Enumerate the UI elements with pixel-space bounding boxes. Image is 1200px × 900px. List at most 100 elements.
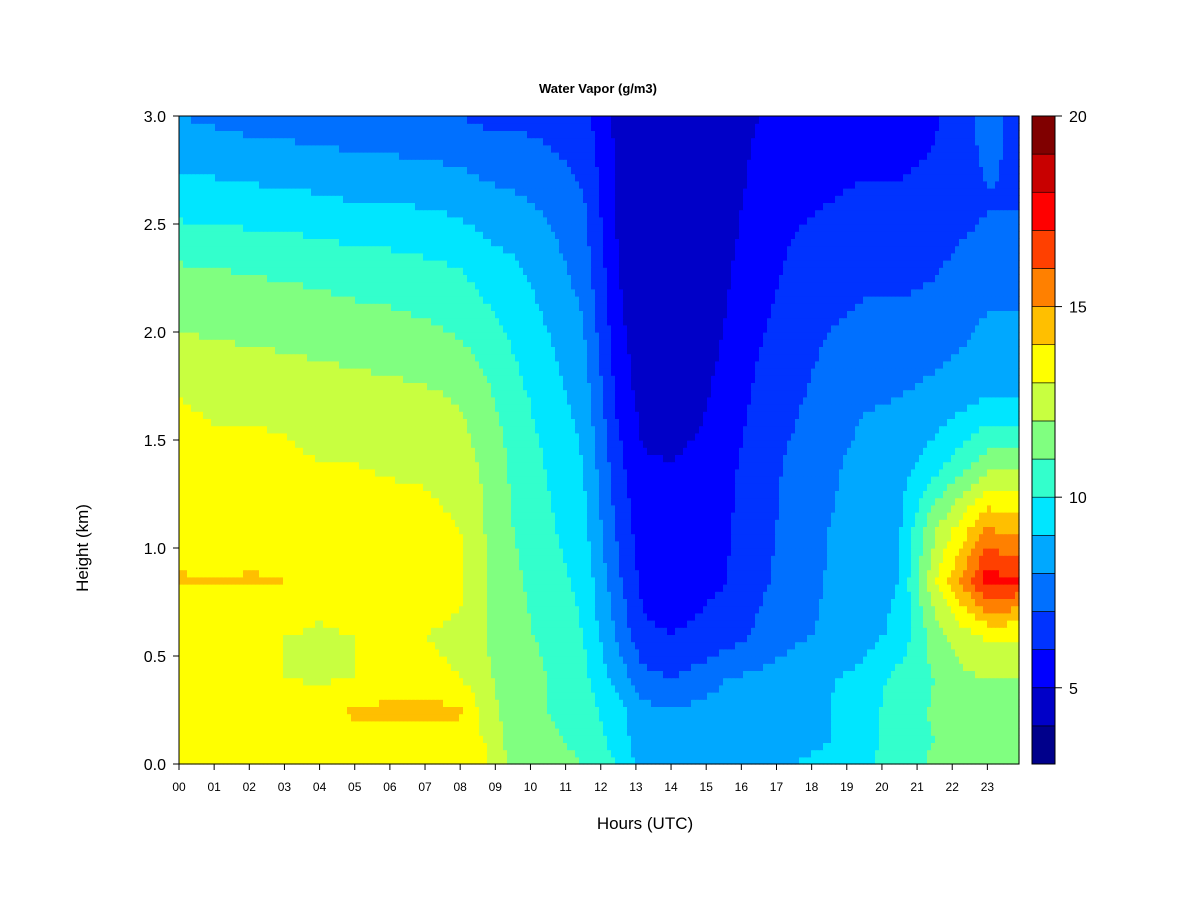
heatmap-cell — [379, 684, 384, 693]
heatmap-cell — [211, 684, 216, 693]
heatmap-cell — [823, 620, 828, 628]
heatmap-cell — [335, 591, 340, 599]
heatmap-cell — [963, 706, 968, 715]
heatmap-cell — [859, 634, 864, 643]
heatmap-cell — [515, 677, 520, 686]
heatmap-cell — [779, 641, 784, 650]
heatmap-cell — [491, 612, 496, 621]
heatmap-cell — [391, 663, 396, 671]
heatmap-cell — [479, 612, 484, 621]
heatmap-cell — [711, 756, 716, 765]
heatmap-cell — [611, 749, 616, 758]
heatmap-cell — [391, 598, 396, 607]
heatmap-cell — [983, 641, 988, 650]
heatmap-cell — [379, 605, 384, 614]
heatmap-cell — [919, 620, 924, 628]
heatmap-cell — [839, 612, 844, 621]
heatmap-cell — [447, 728, 452, 736]
heatmap-cell — [619, 605, 624, 614]
heatmap-cell — [283, 598, 288, 607]
heatmap-cell — [679, 620, 684, 628]
heatmap-cell — [519, 663, 524, 671]
heatmap-cell — [947, 598, 952, 607]
heatmap-cell — [899, 749, 904, 758]
heatmap-cell — [859, 684, 864, 693]
heatmap-cell — [623, 591, 628, 599]
heatmap-cell — [187, 648, 192, 657]
heatmap-cell — [259, 692, 264, 700]
heatmap-cell — [203, 634, 208, 643]
heatmap-cell — [687, 663, 692, 671]
heatmap-cell — [747, 620, 752, 628]
heatmap-cell — [659, 612, 664, 621]
heatmap-cell — [411, 677, 416, 686]
heatmap-cell — [743, 692, 748, 700]
heatmap-cell — [579, 634, 584, 643]
heatmap-cell — [271, 591, 276, 599]
heatmap-cell — [635, 598, 640, 607]
heatmap-cell — [791, 663, 796, 671]
heatmap-cell — [703, 684, 708, 693]
heatmap-cell — [403, 692, 408, 700]
heatmap-cell — [251, 720, 256, 729]
heatmap-cell — [663, 656, 668, 664]
heatmap-cell — [435, 728, 440, 736]
heatmap-cell — [851, 735, 856, 743]
heatmap-cell — [355, 648, 360, 657]
heatmap-cell — [799, 612, 804, 621]
heatmap-cell — [475, 648, 480, 657]
heatmap-cell — [759, 605, 764, 614]
heatmap-cell — [739, 591, 744, 599]
heatmap-cell — [959, 612, 964, 621]
heatmap-cell — [683, 641, 688, 650]
heatmap-cell — [335, 742, 340, 751]
heatmap-cell — [339, 605, 344, 614]
heatmap-cell — [343, 756, 348, 765]
heatmap-cell — [659, 720, 664, 729]
heatmap-cell — [299, 656, 304, 664]
heatmap-cell — [231, 634, 236, 643]
heatmap-cell — [631, 677, 636, 686]
heatmap-cell — [911, 749, 916, 758]
heatmap-cell — [359, 677, 364, 686]
heatmap-cell — [207, 648, 212, 657]
heatmap-cell — [887, 692, 892, 700]
heatmap-cell — [195, 713, 200, 722]
heatmap-cell — [259, 648, 264, 657]
heatmap-cell — [503, 756, 508, 765]
heatmap-cell — [843, 663, 848, 671]
heatmap-cell — [483, 620, 488, 628]
heatmap-cell — [659, 663, 664, 671]
heatmap-cell — [851, 699, 856, 707]
heatmap-cell — [991, 663, 996, 671]
heatmap-cell — [711, 641, 716, 650]
heatmap-cell — [291, 684, 296, 693]
heatmap-cell — [883, 677, 888, 686]
heatmap-cell — [299, 598, 304, 607]
heatmap-cell — [615, 656, 620, 664]
heatmap-cell — [947, 656, 952, 664]
heatmap-cell — [459, 656, 464, 664]
heatmap-cell — [611, 656, 616, 664]
heatmap-cell — [831, 591, 836, 599]
heatmap-cell — [647, 749, 652, 758]
heatmap-cell — [267, 728, 272, 736]
heatmap-cell — [887, 706, 892, 715]
heatmap-cell — [343, 663, 348, 671]
heatmap-cell — [535, 720, 540, 729]
heatmap-cell — [747, 749, 752, 758]
heatmap-cell — [835, 756, 840, 765]
heatmap-cell — [391, 627, 396, 635]
heatmap-cell — [459, 641, 464, 650]
heatmap-cell — [879, 735, 884, 743]
heatmap-cell — [791, 656, 796, 664]
heatmap-cell — [795, 627, 800, 635]
heatmap-cell — [951, 663, 956, 671]
heatmap-cell — [783, 663, 788, 671]
heatmap-cell — [823, 605, 828, 614]
heatmap-cell — [311, 728, 316, 736]
heatmap-cell — [867, 620, 872, 628]
heatmap-cell — [411, 684, 416, 693]
heatmap-cell — [275, 699, 280, 707]
heatmap-cell — [895, 620, 900, 628]
